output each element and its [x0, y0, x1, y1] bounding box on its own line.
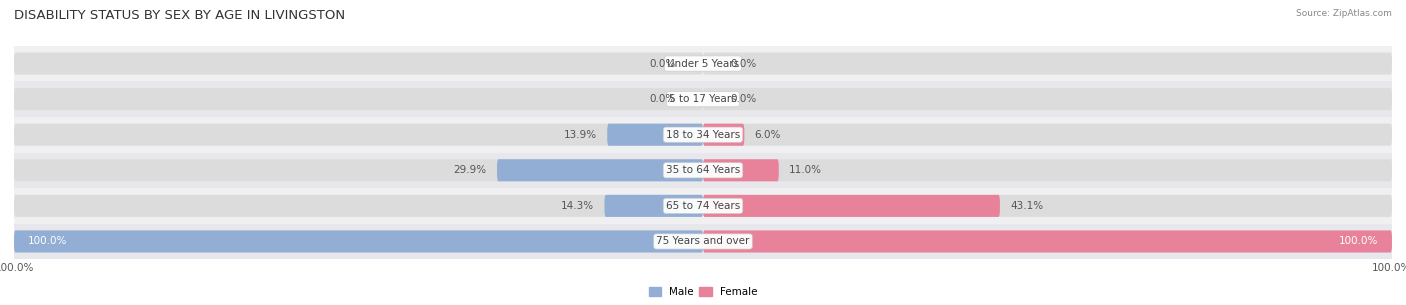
Text: 18 to 34 Years: 18 to 34 Years — [666, 130, 740, 140]
FancyBboxPatch shape — [14, 52, 703, 75]
FancyBboxPatch shape — [703, 124, 1392, 146]
FancyBboxPatch shape — [605, 195, 703, 217]
FancyBboxPatch shape — [703, 231, 1392, 253]
Bar — [14, 152, 1392, 188]
Text: Source: ZipAtlas.com: Source: ZipAtlas.com — [1296, 9, 1392, 18]
FancyBboxPatch shape — [703, 88, 1392, 110]
Text: 43.1%: 43.1% — [1011, 201, 1043, 211]
Text: 13.9%: 13.9% — [564, 130, 598, 140]
Text: Under 5 Years: Under 5 Years — [666, 59, 740, 69]
Text: 5 to 17 Years: 5 to 17 Years — [669, 94, 737, 104]
FancyBboxPatch shape — [703, 52, 1392, 75]
Text: 0.0%: 0.0% — [731, 94, 756, 104]
Text: 11.0%: 11.0% — [789, 165, 823, 175]
Text: 75 Years and over: 75 Years and over — [657, 236, 749, 246]
Text: 0.0%: 0.0% — [650, 94, 675, 104]
Text: 14.3%: 14.3% — [561, 201, 595, 211]
Text: 29.9%: 29.9% — [454, 165, 486, 175]
Text: 0.0%: 0.0% — [731, 59, 756, 69]
FancyBboxPatch shape — [703, 159, 1392, 181]
FancyBboxPatch shape — [14, 231, 703, 253]
Bar — [14, 117, 1392, 152]
Text: 0.0%: 0.0% — [650, 59, 675, 69]
Text: 35 to 64 Years: 35 to 64 Years — [666, 165, 740, 175]
FancyBboxPatch shape — [703, 195, 1000, 217]
FancyBboxPatch shape — [14, 195, 703, 217]
Bar — [14, 224, 1392, 259]
FancyBboxPatch shape — [703, 195, 1392, 217]
FancyBboxPatch shape — [14, 124, 703, 146]
FancyBboxPatch shape — [14, 159, 703, 181]
FancyBboxPatch shape — [703, 231, 1392, 253]
FancyBboxPatch shape — [14, 231, 703, 253]
Bar — [14, 81, 1392, 117]
Bar — [14, 188, 1392, 224]
FancyBboxPatch shape — [703, 159, 779, 181]
FancyBboxPatch shape — [607, 124, 703, 146]
Text: 65 to 74 Years: 65 to 74 Years — [666, 201, 740, 211]
Bar — [14, 46, 1392, 81]
FancyBboxPatch shape — [496, 159, 703, 181]
Text: 100.0%: 100.0% — [1339, 236, 1378, 246]
Text: 6.0%: 6.0% — [755, 130, 782, 140]
Text: DISABILITY STATUS BY SEX BY AGE IN LIVINGSTON: DISABILITY STATUS BY SEX BY AGE IN LIVIN… — [14, 9, 346, 22]
FancyBboxPatch shape — [703, 124, 744, 146]
Legend: Male, Female: Male, Female — [644, 283, 762, 301]
Text: 100.0%: 100.0% — [28, 236, 67, 246]
FancyBboxPatch shape — [14, 88, 703, 110]
